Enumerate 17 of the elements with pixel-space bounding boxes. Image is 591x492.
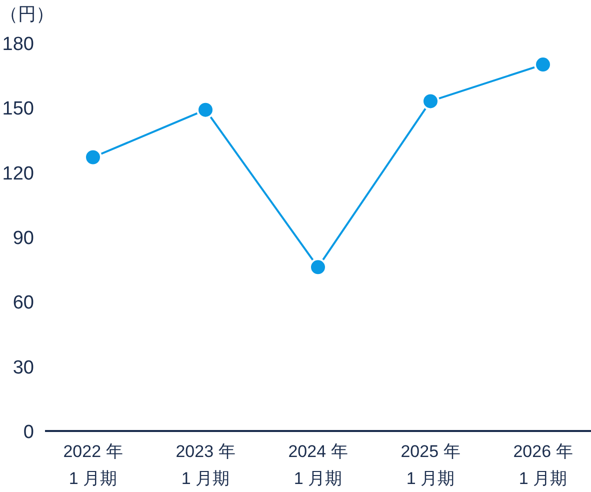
y-tick-label: 180 [2,34,34,55]
point [196,100,214,119]
x-tick-label: 2025 年 1 月期 [400,442,460,488]
point [84,148,102,166]
point [422,92,440,110]
point [309,258,327,276]
x-tick-label: 2024 年 1 月期 [288,442,348,488]
x-tick-label: 2023 年 1 月期 [176,442,236,488]
y-axis-title: （円） [0,4,54,24]
y-tick-label: 60 [12,292,34,314]
y-tick-label: 150 [2,98,34,120]
x-tick-label: 2026 年 1 月期 [513,442,573,488]
y-tick-label: 90 [12,228,34,249]
y-tick-label: 30 [12,357,34,378]
y-tick-label: 0 [23,422,34,443]
y-tick-label: 120 [2,163,34,184]
x-tick-label: 2022 年 1 月期 [63,442,123,488]
